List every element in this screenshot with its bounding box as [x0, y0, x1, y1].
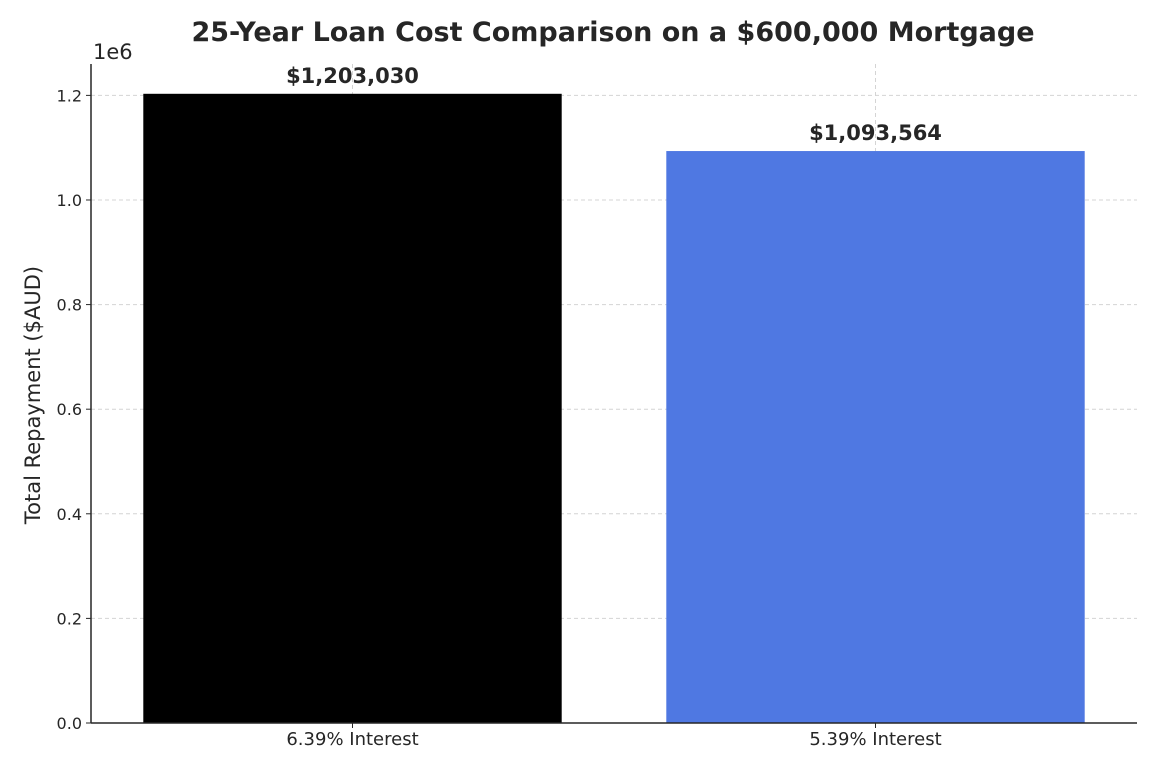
- y-tick-label: 0.4: [57, 505, 82, 524]
- x-tick-label: 6.39% Interest: [286, 729, 418, 750]
- x-tick-label: 5.39% Interest: [809, 729, 941, 750]
- chart-title: 25-Year Loan Cost Comparison on a $600,0…: [191, 17, 1034, 48]
- y-tick-label: 0.2: [57, 609, 82, 628]
- y-axis-label: Total Repayment ($AUD): [21, 266, 45, 525]
- y-tick-label: 0.8: [57, 296, 82, 315]
- y-axis-offset-label: 1e6: [93, 40, 133, 64]
- y-tick-label: 1.2: [57, 86, 82, 105]
- bars: [143, 93, 1085, 724]
- y-tick-label: 0.0: [57, 714, 82, 733]
- bar: [143, 93, 562, 724]
- x-axis-ticks: 6.39% Interest 5.39% Interest: [286, 723, 942, 750]
- y-tick-label: 0.6: [57, 400, 82, 419]
- bar-data-label: $1,093,564: [809, 121, 942, 145]
- bar: [666, 151, 1085, 723]
- y-tick-label: 1.0: [57, 191, 82, 210]
- y-axis-ticks: 0.0 0.2 0.4 0.6 0.8 1.0 1.2: [57, 86, 91, 733]
- data-labels: $1,203,030 $1,093,564: [286, 64, 942, 145]
- bar-data-label: $1,203,030: [286, 64, 419, 88]
